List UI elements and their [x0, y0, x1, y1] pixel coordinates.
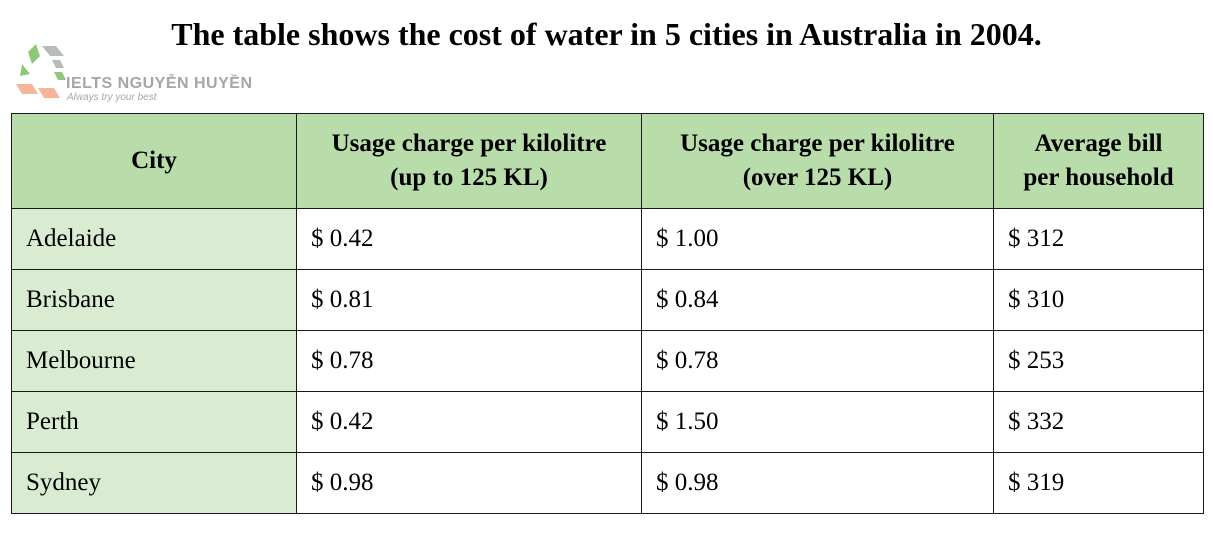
- cell-average-bill: $ 312: [993, 208, 1204, 270]
- table-row: Sydney $ 0.98 $ 0.98 $ 319: [11, 452, 1204, 514]
- table-row: Brisbane $ 0.81 $ 0.84 $ 310: [11, 269, 1204, 331]
- header-usage-up-to-125-line1: Usage charge per kilolitre: [331, 130, 607, 157]
- logo-name: IELTS NGUYỄN HUYỀN: [66, 75, 253, 92]
- header-usage-over-125-line2: (over 125 KL): [742, 164, 893, 191]
- cell-city: Adelaide: [11, 208, 297, 270]
- logo-mark-icon: [16, 44, 66, 98]
- header-city: City: [11, 113, 297, 209]
- cell-city: Perth: [11, 391, 297, 453]
- table-row: Melbourne $ 0.78 $ 0.78 $ 253: [11, 330, 1204, 392]
- table-row: Adelaide $ 0.42 $ 1.00 $ 312: [11, 208, 1204, 270]
- logo-grey-rhombus: [42, 46, 64, 56]
- header-city-label: City: [131, 147, 177, 174]
- header-usage-over-125-line1: Usage charge per kilolitre: [680, 130, 955, 157]
- page-title: The table shows the cost of water in 5 c…: [171, 16, 1042, 52]
- cell-usage-up-to-125: $ 0.42: [296, 391, 642, 453]
- cell-average-bill: $ 253: [993, 330, 1204, 392]
- logo-peach-left: [16, 84, 38, 94]
- cell-city: Sydney: [11, 452, 297, 514]
- cell-city: Melbourne: [11, 330, 297, 392]
- cell-usage-up-to-125: $ 0.42: [296, 208, 642, 270]
- table-header-row: City Usage charge per kilolitre (up to 1…: [11, 113, 1204, 209]
- cell-average-bill: $ 332: [993, 391, 1204, 453]
- header-usage-up-to-125: Usage charge per kilolitre (up to 125 KL…: [296, 113, 642, 209]
- logo-grey-small: [52, 60, 64, 68]
- logo-green-small: [54, 72, 66, 80]
- logo-green-triangle: [20, 64, 30, 76]
- cell-city: Brisbane: [11, 269, 297, 331]
- cell-usage-over-125: $ 0.78: [641, 330, 994, 392]
- cell-average-bill: $ 310: [993, 269, 1204, 331]
- header-average-bill: Average bill per household: [993, 113, 1204, 209]
- header-usage-over-125: Usage charge per kilolitre (over 125 KL): [641, 113, 994, 209]
- logo-tagline: Always try your best: [67, 92, 157, 103]
- header-average-bill-line1: Average bill: [1034, 130, 1163, 157]
- cell-usage-up-to-125: $ 0.78: [296, 330, 642, 392]
- brand-logo: IELTS NGUYỄN HUYỀN Always try your best: [14, 42, 284, 106]
- header-average-bill-line2: per household: [1023, 164, 1174, 191]
- table-row: Perth $ 0.42 $ 1.50 $ 332: [11, 391, 1204, 453]
- cell-average-bill: $ 319: [993, 452, 1204, 514]
- cell-usage-up-to-125: $ 0.98: [296, 452, 642, 514]
- header-usage-up-to-125-line2: (up to 125 KL): [390, 164, 548, 191]
- cell-usage-up-to-125: $ 0.81: [296, 269, 642, 331]
- water-cost-table: City Usage charge per kilolitre (up to 1…: [11, 113, 1204, 514]
- logo-peach-right: [38, 88, 60, 98]
- cell-usage-over-125: $ 1.00: [641, 208, 994, 270]
- cell-usage-over-125: $ 0.84: [641, 269, 994, 331]
- cell-usage-over-125: $ 1.50: [641, 391, 994, 453]
- logo-green-rhombus: [28, 44, 40, 64]
- cell-usage-over-125: $ 0.98: [641, 452, 994, 514]
